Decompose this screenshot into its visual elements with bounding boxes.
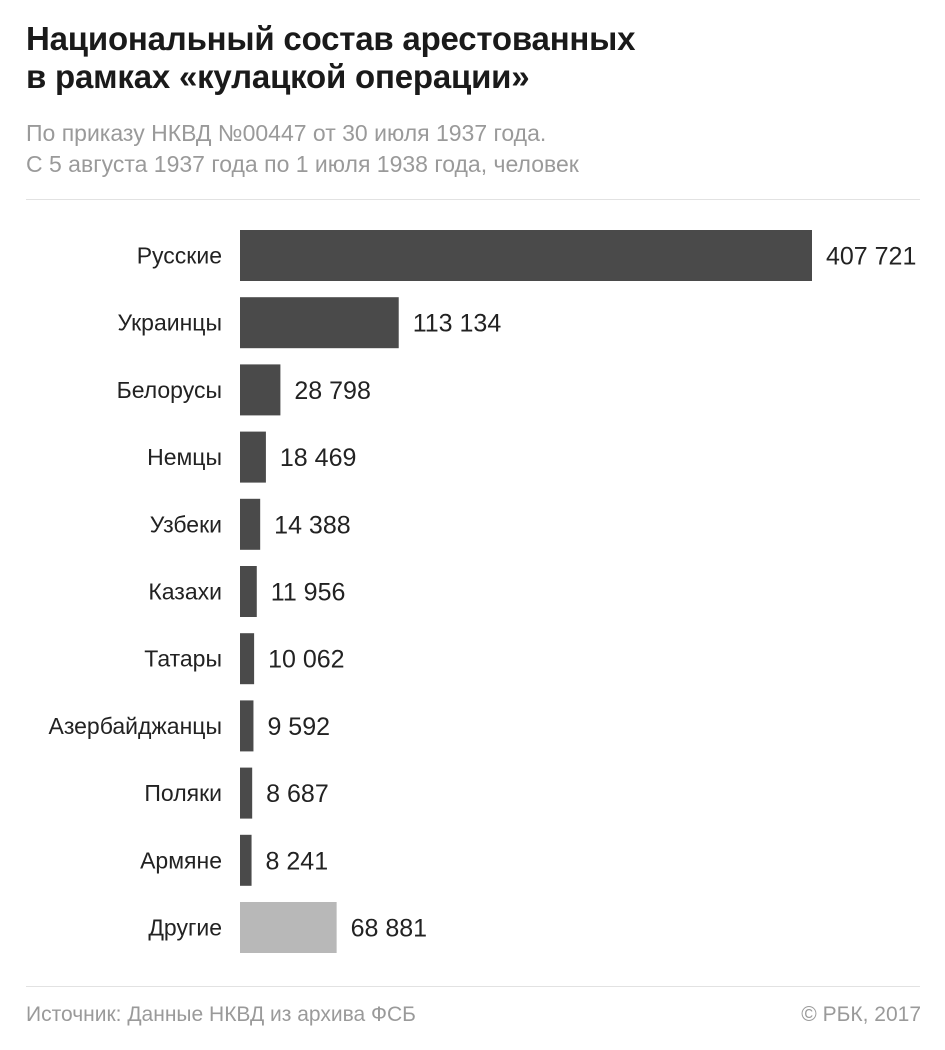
category-label: Другие (148, 915, 222, 941)
bar (240, 364, 281, 416)
value-label: 8 687 (266, 780, 329, 808)
value-label: 8 241 (266, 847, 329, 875)
category-label: Казахи (148, 579, 222, 605)
bar (240, 633, 255, 685)
chart-title: Национальный состав арестованных в рамка… (26, 20, 926, 96)
bar (240, 700, 254, 752)
category-label: Узбеки (150, 511, 222, 537)
category-label: Татары (144, 646, 222, 672)
chart-title-line-2: в рамках «кулацкой операции» (26, 58, 530, 95)
copyright-note: © РБК, 2017 (801, 1003, 921, 1026)
bar (240, 566, 257, 617)
value-label: 14 388 (274, 511, 350, 539)
category-label: Армяне (140, 847, 222, 873)
category-label: Поляки (144, 780, 222, 806)
chart-subtitle-line-1: По приказу НКВД №00447 от 30 июля 1937 г… (26, 120, 547, 146)
value-label: 9 592 (267, 713, 330, 741)
bar (240, 431, 266, 483)
bottom-divider (26, 986, 920, 987)
chart-subtitle-line-2: С 5 августа 1937 года по 1 июля 1938 год… (26, 151, 579, 177)
category-label: Русские (137, 243, 222, 269)
value-label: 10 062 (268, 646, 344, 674)
bar (240, 834, 252, 886)
value-label: 407 721 (826, 243, 916, 271)
value-label: 68 881 (351, 915, 427, 943)
bar (240, 902, 337, 953)
category-label: Белорусы (117, 377, 222, 403)
chart-subtitle: По приказу НКВД №00447 от 30 июля 1937 г… (26, 118, 926, 180)
category-label: Азербайджанцы (49, 713, 223, 739)
category-label: Немцы (147, 444, 222, 470)
bar (240, 297, 399, 349)
bar-chart: Русские 407 721 Украинцы 113 134 Белорусы 28 … (49, 230, 916, 953)
value-label: 11 956 (271, 579, 346, 607)
source-note: Источник: Данные НКВД из архива ФСБ (26, 1003, 416, 1026)
value-label: 18 469 (280, 444, 356, 472)
top-divider (26, 199, 920, 200)
chart-title-line-1: Национальный состав арестованных (26, 20, 636, 57)
category-label: Украинцы (118, 310, 222, 336)
bar (240, 498, 261, 550)
value-label: 113 134 (413, 310, 502, 338)
value-label: 28 798 (294, 377, 370, 405)
bar (240, 767, 253, 819)
bar (240, 230, 812, 281)
